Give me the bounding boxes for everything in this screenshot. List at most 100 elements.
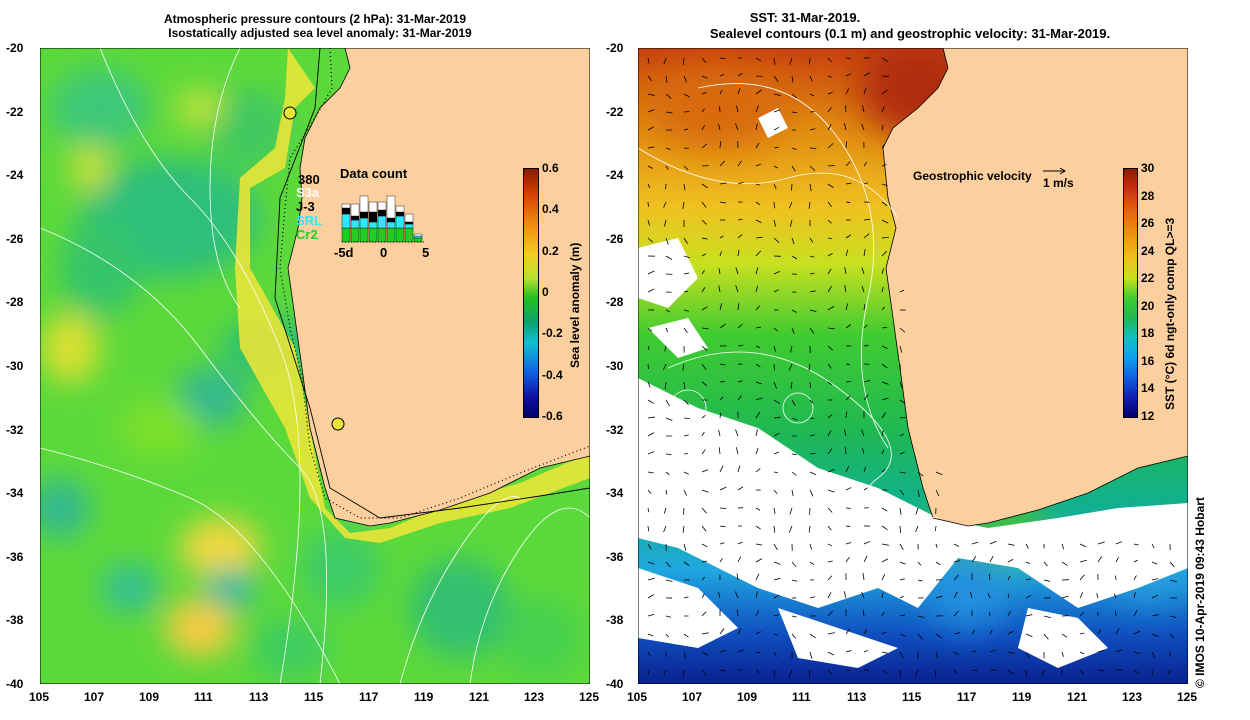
sla-colorbar-tick: -0.6 bbox=[542, 409, 563, 423]
velocity-arrow bbox=[665, 561, 671, 568]
velocity-arrow bbox=[719, 465, 724, 473]
velocity-arrow bbox=[971, 555, 977, 563]
velocity-arrow bbox=[683, 507, 685, 515]
lat-tick-right: -26 bbox=[606, 231, 624, 246]
sst-colorbar-tick: 28 bbox=[1141, 188, 1155, 203]
sla-colorbar-tick: -0.2 bbox=[542, 326, 563, 341]
sst-colorbar-tick: 16 bbox=[1141, 353, 1155, 368]
velocity-arrow bbox=[701, 57, 707, 64]
velocity-arrow bbox=[1061, 561, 1068, 566]
velocity-arrow bbox=[953, 591, 958, 599]
velocity-arrow bbox=[1169, 633, 1174, 639]
velocity-arrow bbox=[1061, 651, 1064, 657]
velocity-arrow bbox=[647, 507, 650, 513]
velocity-arrow bbox=[809, 434, 815, 437]
velocity-arrow bbox=[701, 108, 705, 113]
velocity-arrow bbox=[701, 381, 708, 387]
velocity-arrow bbox=[1007, 575, 1011, 581]
velocity-arrow bbox=[971, 650, 977, 653]
velocity-arrow bbox=[899, 561, 906, 565]
velocity-arrow bbox=[971, 541, 979, 545]
velocity-arrow bbox=[863, 541, 871, 545]
sla-colorbar-tick: 0.6 bbox=[542, 161, 559, 175]
velocity-arrow bbox=[861, 267, 865, 275]
velocity-arrow bbox=[665, 75, 668, 83]
velocity-arrow bbox=[1115, 556, 1119, 563]
velocity-arrow bbox=[809, 561, 815, 566]
sst-colorbar-tick: 24 bbox=[1141, 243, 1155, 258]
velocity-arrow bbox=[827, 183, 834, 188]
sst-colorbar-tick: 20 bbox=[1141, 298, 1155, 313]
velocity-arrow bbox=[791, 165, 796, 172]
velocity-arrow bbox=[1025, 669, 1027, 677]
velocity-arrow bbox=[788, 363, 793, 371]
velocity-arrow bbox=[808, 201, 811, 209]
lon-tick-left: 123 bbox=[524, 690, 545, 704]
velocity-arrow bbox=[773, 183, 777, 190]
velocity-arrow bbox=[701, 507, 707, 514]
velocity-arrow bbox=[899, 381, 903, 389]
histogram-bar-segment bbox=[395, 211, 405, 217]
velocity-arrow bbox=[773, 327, 778, 332]
velocity-arrow bbox=[862, 105, 865, 113]
velocity-arrow bbox=[863, 487, 868, 491]
velocity-arrow bbox=[773, 416, 781, 419]
velocity-arrow bbox=[773, 651, 777, 657]
velocity-arrow bbox=[845, 324, 852, 329]
velocity-arrow bbox=[1151, 651, 1156, 658]
velocity-arrow bbox=[647, 183, 651, 189]
velocity-arrow bbox=[845, 141, 848, 149]
lon-tick-left: 107 bbox=[84, 690, 105, 704]
velocity-arrow bbox=[1079, 592, 1084, 599]
velocity-arrow bbox=[845, 249, 849, 257]
velocity-arrow bbox=[863, 182, 869, 185]
velocity-arrow bbox=[682, 57, 685, 66]
land-mass bbox=[288, 48, 590, 526]
velocity-arrow bbox=[1079, 574, 1085, 581]
lat-tick-right: -38 bbox=[606, 613, 624, 628]
velocity-arrow bbox=[1133, 630, 1141, 635]
velocity-arrow bbox=[881, 250, 887, 257]
lon-tick-right: 119 bbox=[1012, 690, 1032, 704]
velocity-arrow bbox=[701, 237, 708, 240]
histogram-bar-segment bbox=[350, 215, 360, 221]
histogram-bar-segment bbox=[413, 235, 423, 239]
velocity-arrow bbox=[988, 573, 991, 581]
velocity-arrow bbox=[734, 591, 739, 599]
velocity-arrow bbox=[915, 507, 919, 515]
velocity-arrow bbox=[665, 147, 671, 150]
velocity-arrow bbox=[881, 507, 888, 512]
velocity-arrow bbox=[737, 88, 741, 95]
velocity-arrow bbox=[647, 146, 655, 149]
velocity-arrow bbox=[647, 57, 650, 64]
velocity-arrow bbox=[827, 575, 833, 581]
velocity-arrow bbox=[827, 560, 833, 563]
right-title-line2: Sealevel contours (0.1 m) and geostrophi… bbox=[709, 26, 1111, 41]
lon-tick-left: 113 bbox=[249, 690, 269, 704]
velocity-arrow bbox=[809, 651, 813, 659]
velocity-arrow bbox=[845, 201, 851, 204]
velocity-arrow bbox=[773, 669, 776, 677]
data-count-title: Data count bbox=[340, 166, 408, 181]
velocity-arrow bbox=[773, 594, 780, 599]
velocity-arrow bbox=[881, 651, 888, 654]
velocity-arrow bbox=[790, 381, 793, 389]
velocity-arrow bbox=[809, 255, 815, 258]
velocity-arrow bbox=[773, 165, 779, 169]
velocity-arrow bbox=[647, 126, 655, 131]
histogram-bar-segment bbox=[386, 195, 396, 219]
velocity-arrow bbox=[1025, 578, 1031, 581]
velocity-arrow bbox=[755, 201, 761, 206]
velocity-arrow bbox=[1007, 630, 1014, 635]
velocity-arrow bbox=[701, 327, 709, 330]
velocity-arrow bbox=[755, 219, 762, 223]
velocity-arrow bbox=[989, 540, 997, 545]
tide-gauge-north bbox=[283, 106, 297, 120]
velocity-arrow bbox=[683, 471, 689, 475]
velocity-arrow bbox=[827, 143, 834, 149]
velocity-arrow bbox=[827, 268, 832, 275]
velocity-arrow bbox=[861, 591, 865, 599]
velocity-arrow bbox=[899, 578, 905, 581]
velocity-arrow bbox=[863, 380, 871, 383]
velocity-arrow bbox=[647, 451, 655, 455]
